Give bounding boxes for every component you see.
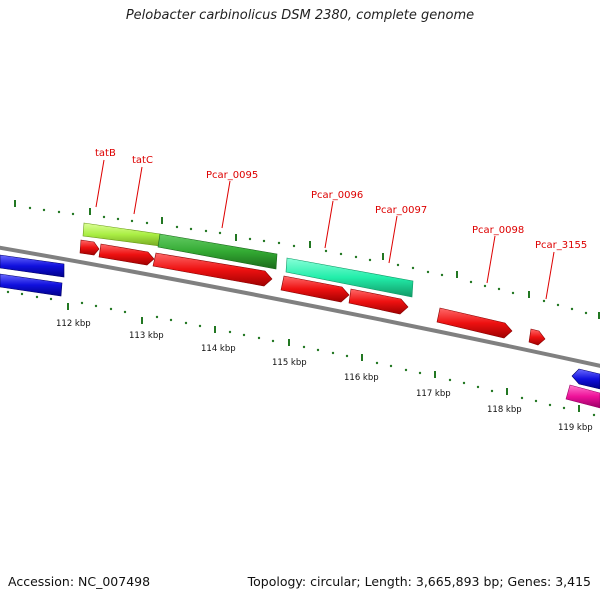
- scale-label: 116 kbp: [344, 373, 379, 383]
- teal-feature[interactable]: [285, 257, 414, 298]
- genome-backbone: [0, 245, 600, 368]
- scale-label: 114 kbp: [201, 344, 236, 354]
- gene-label-Pcar_0096: Pcar_0096: [311, 190, 363, 201]
- gene-label-Pcar_0097: Pcar_0097: [375, 205, 427, 216]
- accession-label: Accession: NC_007498: [8, 574, 151, 589]
- genome-stats-label: Topology: circular; Length: 3,665,893 bp…: [247, 574, 591, 589]
- gene-label-tatC: tatC: [132, 155, 153, 166]
- scale-label: 117 kbp: [416, 389, 451, 399]
- gene-arrow-Pcar_0098[interactable]: [436, 307, 513, 339]
- gene-arrow-Pcar_0096[interactable]: [280, 275, 350, 303]
- lower-tick-ring: [6, 290, 596, 417]
- gene-label-leaders: [95, 159, 555, 300]
- cds-track: [79, 239, 546, 346]
- gene-arrow-Pcar_0097[interactable]: [348, 288, 409, 315]
- gene-label-Pcar_0095: Pcar_0095: [206, 170, 258, 181]
- green-feature[interactable]: [157, 233, 278, 270]
- gene-label-Pcar_0098: Pcar_0098: [472, 225, 524, 236]
- map-title: Pelobacter carbinolicus DSM 2380, comple…: [125, 8, 475, 23]
- gene-arrow-tatC[interactable]: [98, 243, 155, 266]
- upper-tick-ring: [14, 200, 600, 319]
- scale-label: 119 kbp: [558, 423, 593, 433]
- gene-arrow-Pcar_0095[interactable]: [152, 252, 273, 287]
- gene-label-Pcar_3155: Pcar_3155: [535, 240, 587, 251]
- blue-feature-left-lower[interactable]: [0, 273, 63, 297]
- gene-label-tatB: tatB: [95, 148, 116, 159]
- blue-feature-right[interactable]: [571, 368, 600, 390]
- pink-feature[interactable]: [565, 384, 600, 409]
- scale-label: 118 kbp: [487, 405, 522, 415]
- gene-arrow-tatB[interactable]: [79, 239, 100, 256]
- scale-label: 112 kbp: [56, 319, 91, 329]
- scale-label: 115 kbp: [272, 358, 307, 368]
- outer-feature-track: [0, 222, 600, 409]
- scale-label: 113 kbp: [129, 331, 164, 341]
- gene-arrow-Pcar_3155[interactable]: [528, 328, 546, 346]
- blue-feature-left-upper[interactable]: [0, 254, 65, 278]
